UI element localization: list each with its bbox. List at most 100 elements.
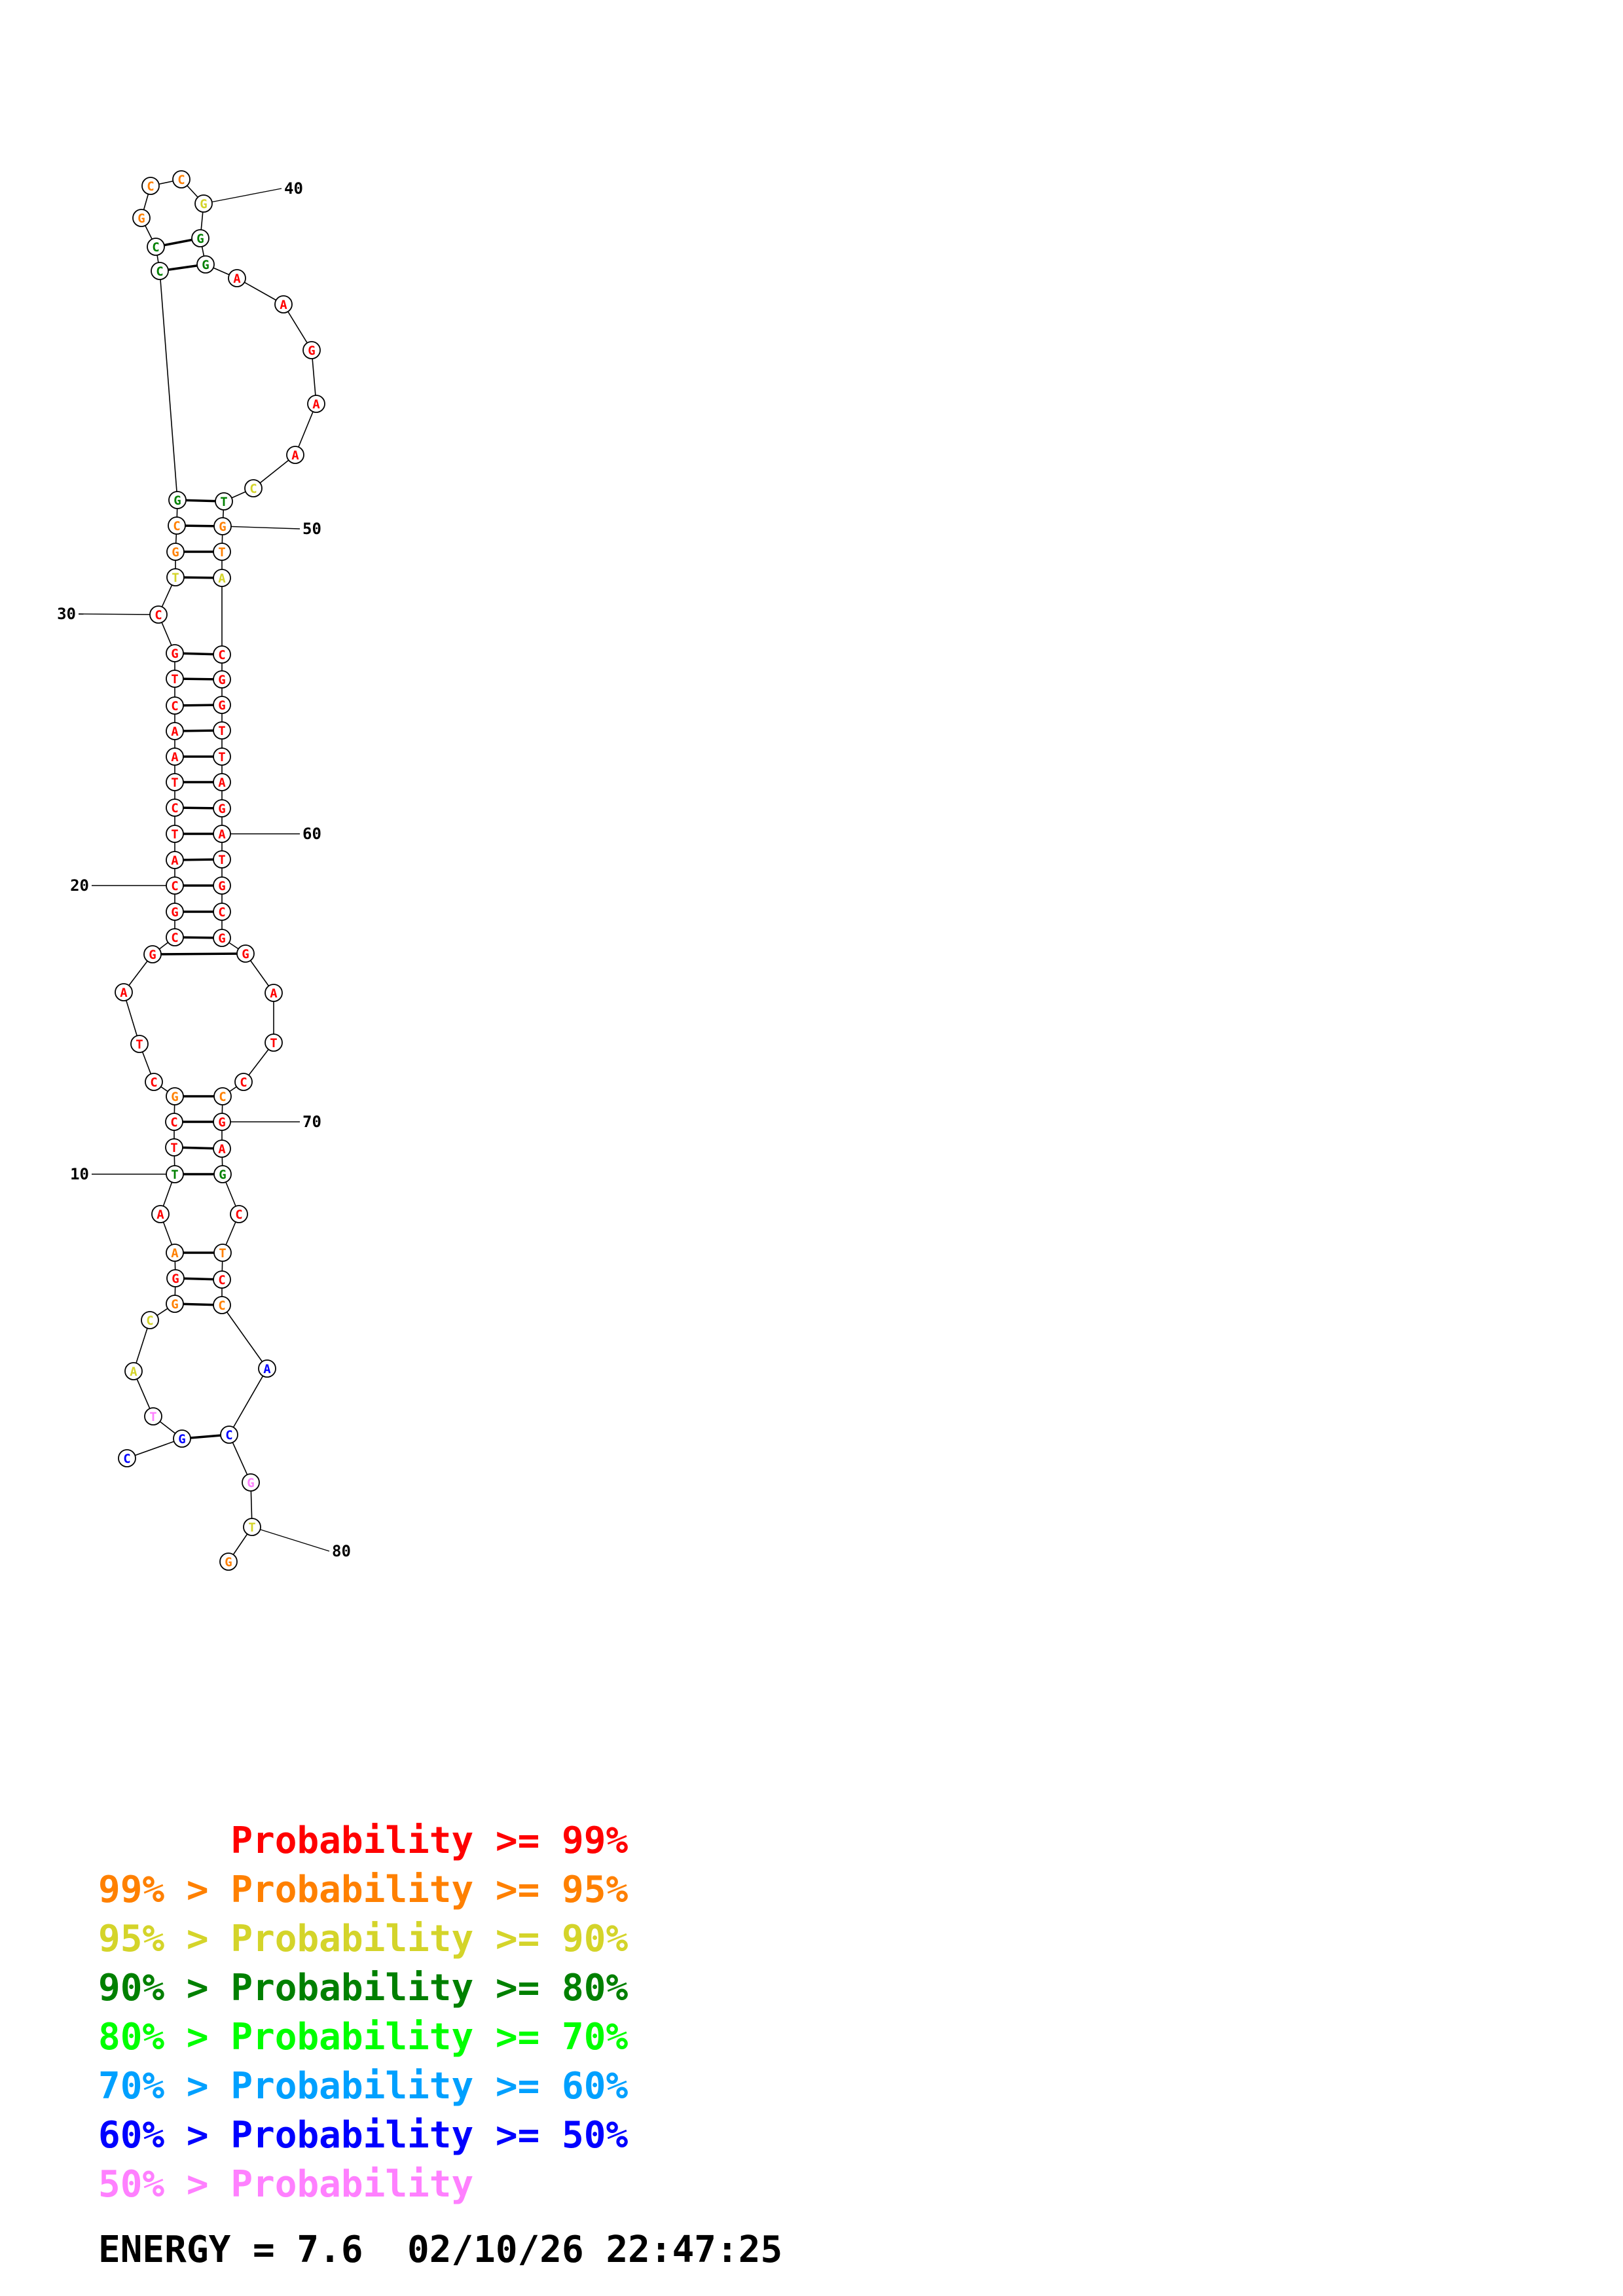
nucleotide-circle <box>166 928 184 946</box>
legend-lower-bound <box>98 1820 164 1862</box>
legend-row: 60% > Probability >= 50% <box>98 2111 628 2160</box>
nucleotide-circle <box>151 1205 170 1223</box>
nucleotide-37: G <box>132 209 151 227</box>
nucleotide-circle <box>213 696 231 714</box>
backbone-segment <box>159 270 178 501</box>
nucleotide-base: G <box>218 673 225 687</box>
nucleotide-80: T <box>243 1518 261 1536</box>
nucleotide-base: G <box>247 1476 254 1490</box>
nucleotide-circle <box>166 773 184 791</box>
nucleotide-circle <box>145 1073 163 1091</box>
nucleotide-base: C <box>235 1208 242 1222</box>
nucleotide-base: C <box>249 482 257 496</box>
nucleotide-41: G <box>191 229 210 247</box>
nucleotide-71: A <box>213 1139 231 1158</box>
nucleotide-base: G <box>171 647 178 661</box>
nucleotide-circle <box>242 1473 260 1492</box>
nucleotide-56: T <box>213 721 231 740</box>
nucleotide-base: G <box>218 698 225 713</box>
nucleotide-base: T <box>171 1168 178 1182</box>
nucleotide-74: T <box>213 1244 232 1262</box>
nucleotide-base: T <box>170 1141 177 1155</box>
nucleotide-base: A <box>156 1208 164 1222</box>
nucleotide-circle <box>130 1035 149 1053</box>
nucleotide-circle <box>258 1359 276 1378</box>
nucleotide-3: T <box>144 1407 162 1426</box>
nucleotide-7: G <box>166 1269 185 1287</box>
nucleotide-circle <box>264 984 283 1002</box>
nucleotide-34: G <box>168 491 187 509</box>
nucleotide-base: C <box>219 1090 226 1104</box>
nucleotide-circle <box>228 269 246 287</box>
nucleotide-base: G <box>172 1272 179 1286</box>
legend-row: 99% > Probability >= 95% <box>98 1865 628 1914</box>
nucleotide-17: G <box>143 945 162 963</box>
nucleotide-base: T <box>219 1246 226 1261</box>
nucleotide-circle <box>264 1033 283 1052</box>
nucleotide-10: T <box>166 1165 184 1183</box>
nucleotide-circle <box>166 568 185 586</box>
nucleotide-base: A <box>218 571 226 586</box>
legend-range-text: Probability <box>230 2163 474 2206</box>
nucleotide-base: A <box>120 986 128 1000</box>
legend-separator: > <box>164 2114 231 2157</box>
nucleotide-circle <box>274 295 293 314</box>
nucleotide-base: T <box>220 495 227 509</box>
backbone-segment <box>126 1438 183 1459</box>
nucleotide-26: A <box>166 722 184 740</box>
nucleotide-79: G <box>242 1473 260 1492</box>
nucleotide-31: T <box>166 568 185 586</box>
nucleotide-circle <box>166 825 184 843</box>
nucleotide-circle <box>213 1139 231 1158</box>
position-tick-line <box>203 188 282 204</box>
nucleotide-base: G <box>173 493 181 508</box>
nucleotide-base: T <box>270 1036 277 1050</box>
nucleotide-circle <box>166 903 184 921</box>
nucleotide-33: C <box>168 516 186 535</box>
nucleotide-14: C <box>145 1073 163 1091</box>
nucleotide-base: A <box>171 750 179 764</box>
nucleotide-36: C <box>147 238 165 256</box>
nucleotide-base: T <box>218 853 225 867</box>
nucleotide-46: A <box>307 395 325 413</box>
nucleotide-circle <box>307 395 325 413</box>
nucleotide-53: C <box>213 645 231 664</box>
backbone-segment <box>295 403 317 456</box>
nucleotide-69: C <box>213 1087 232 1105</box>
nucleotide-base: G <box>137 211 145 226</box>
legend-separator: > <box>164 1869 231 1911</box>
nucleotide-circle <box>166 1244 184 1262</box>
position-label-30: 30 <box>57 605 76 623</box>
nucleotide-base: T <box>248 1520 255 1535</box>
nucleotide-circle <box>166 851 184 869</box>
nucleotide-base: A <box>280 298 287 312</box>
legend-row: 70% > Probability >= 60% <box>98 2062 628 2111</box>
nucleotide-circle <box>144 1407 162 1426</box>
nucleotide-base: C <box>150 1075 157 1090</box>
nucleotide-base: G <box>172 545 179 560</box>
nucleotide-18: C <box>166 928 184 946</box>
nucleotide-base: G <box>219 520 226 534</box>
nucleotide-24: T <box>166 773 184 791</box>
nucleotide-19: G <box>166 903 184 921</box>
nucleotide-base: C <box>171 879 178 893</box>
nucleotide-circle <box>143 945 162 963</box>
legend-lower-bound: 80% <box>98 2016 165 2058</box>
nucleotide-base: G <box>218 1115 225 1130</box>
nucleotide-circle <box>213 850 231 869</box>
nucleotide-base: C <box>218 905 225 920</box>
legend-row: 95% > Probability >= 90% <box>98 1914 628 1964</box>
nucleotide-circle <box>230 1205 248 1223</box>
nucleotide-circle <box>213 1270 231 1289</box>
nucleotide-54: G <box>213 670 231 689</box>
nucleotide-circle <box>166 798 184 817</box>
nucleotide-64: G <box>213 929 231 947</box>
nucleotide-base: C <box>218 1273 225 1287</box>
nucleotide-circle <box>151 262 169 280</box>
position-label-60: 60 <box>302 825 321 843</box>
nucleotide-circle <box>213 825 231 843</box>
nucleotide-78: C <box>220 1426 238 1444</box>
nucleotide-base: A <box>312 397 320 412</box>
nucleotide-base: C <box>155 608 162 622</box>
